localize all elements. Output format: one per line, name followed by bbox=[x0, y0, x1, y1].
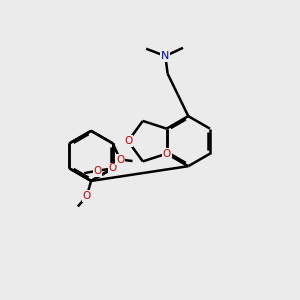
Text: O: O bbox=[163, 149, 171, 159]
Text: O: O bbox=[109, 164, 117, 173]
Text: O: O bbox=[116, 154, 124, 165]
Text: O: O bbox=[124, 136, 132, 146]
Text: O: O bbox=[93, 166, 102, 176]
Text: N: N bbox=[161, 51, 170, 61]
Text: O: O bbox=[82, 191, 91, 201]
